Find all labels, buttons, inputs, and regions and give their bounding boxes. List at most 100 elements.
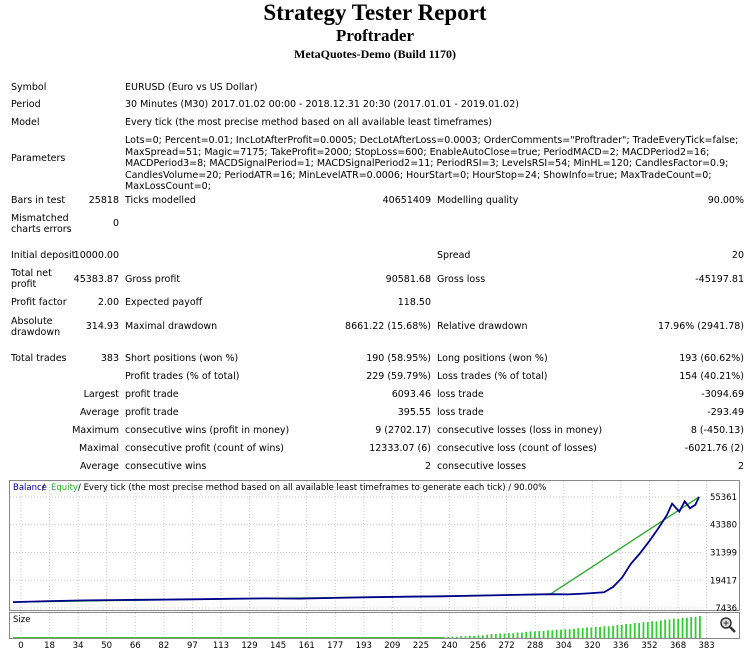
size-bar bbox=[664, 619, 667, 638]
size-bar bbox=[590, 627, 593, 638]
size-bar bbox=[512, 633, 515, 638]
largest-profit-label: profit trade bbox=[125, 389, 179, 400]
size-bar bbox=[677, 618, 680, 638]
size-bar bbox=[516, 632, 519, 638]
size-baseline bbox=[13, 637, 443, 638]
size-bar bbox=[646, 622, 649, 638]
size-bar bbox=[494, 634, 497, 638]
loss-trades-label: Loss trades (% of total) bbox=[437, 371, 548, 382]
y-tick-label: 43380 bbox=[710, 521, 737, 531]
maximal-cons-profit-value: 12333.07 (6) bbox=[369, 443, 431, 454]
profit-factor-value: 2.00 bbox=[97, 297, 119, 308]
size-bar bbox=[555, 629, 558, 638]
size-bar bbox=[638, 623, 641, 638]
gross-loss-label: Gross loss bbox=[437, 274, 486, 285]
size-bar bbox=[529, 631, 532, 638]
size-bar bbox=[651, 621, 654, 638]
balance-chart: Balance / Equity / Every tick (the most … bbox=[9, 480, 740, 650]
size-bar bbox=[499, 633, 502, 638]
average-loss-label: loss trade bbox=[437, 407, 484, 418]
profit-factor-label: Profit factor bbox=[11, 297, 67, 308]
avg-cons-wins-value: 2 bbox=[424, 461, 431, 472]
size-bar bbox=[568, 629, 571, 638]
parameters-label: Parameters bbox=[11, 153, 66, 164]
average-loss-value: -293.49 bbox=[707, 407, 744, 418]
size-bar bbox=[486, 634, 489, 638]
symbol-label: Symbol bbox=[11, 82, 47, 93]
max-cons-wins-value: 9 (2702.17) bbox=[375, 425, 431, 436]
maximum-label: Maximum bbox=[72, 425, 119, 436]
ticks-value: 40651409 bbox=[382, 195, 431, 206]
size-bar bbox=[534, 631, 536, 638]
max-cons-losses-value: 8 (-450.13) bbox=[690, 425, 744, 436]
parameters-value: Lots=0; Percent=0.01; IncLotAfterProfit=… bbox=[125, 135, 739, 192]
payoff-label: Expected payoff bbox=[125, 297, 203, 308]
size-bar bbox=[642, 622, 645, 638]
size-bar bbox=[481, 635, 484, 638]
size-bar bbox=[699, 616, 701, 638]
main-chart-frame bbox=[9, 480, 740, 611]
size-bar bbox=[672, 618, 675, 638]
magnifier-icon[interactable] bbox=[720, 617, 736, 633]
x-tick-label: 240 bbox=[441, 641, 457, 650]
size-bar bbox=[586, 627, 588, 638]
x-tick-label: 50 bbox=[101, 641, 112, 650]
legend-equity: Equity bbox=[51, 483, 78, 493]
largest-profit-value: 6093.46 bbox=[391, 389, 431, 400]
gross-profit-value: 90581.68 bbox=[385, 274, 431, 285]
size-bar bbox=[668, 619, 671, 638]
x-tick-label: 256 bbox=[470, 641, 486, 650]
maximal-cons-loss-label: consecutive loss (count of losses) bbox=[437, 443, 597, 454]
size-bar bbox=[521, 632, 523, 638]
x-tick-label: 336 bbox=[613, 641, 629, 650]
size-bar bbox=[473, 635, 476, 638]
size-bar bbox=[573, 628, 575, 638]
average2-label: Average bbox=[79, 461, 119, 472]
bars-value: 25818 bbox=[88, 195, 119, 206]
x-tick-label: 161 bbox=[299, 641, 315, 650]
abs-dd-value: 314.93 bbox=[85, 321, 119, 332]
size-bar bbox=[460, 636, 463, 638]
spread-value: 20 bbox=[731, 250, 744, 261]
mismatch-label-1: Mismatched bbox=[11, 213, 69, 224]
ticks-label: Ticks modelled bbox=[125, 195, 196, 206]
loss-trades-value: 154 (40.21%) bbox=[679, 371, 744, 382]
average-label: Average bbox=[79, 407, 119, 418]
rel-dd-label: Relative drawdown bbox=[437, 321, 528, 332]
x-tick-label: 352 bbox=[641, 641, 657, 650]
x-tick-label: 145 bbox=[270, 641, 286, 650]
net-label-2: profit bbox=[11, 279, 37, 290]
report-build: MetaQuotes-Demo (Build 1170) bbox=[294, 47, 456, 61]
size-bar bbox=[451, 636, 454, 638]
x-tick-label: 383 bbox=[698, 641, 714, 650]
largest-loss-label: loss trade bbox=[437, 389, 484, 400]
abs-dd-label-2: drawdown bbox=[11, 327, 61, 338]
size-bar bbox=[685, 617, 688, 638]
size-bar bbox=[577, 628, 580, 638]
size-bar bbox=[612, 625, 614, 638]
size-bar bbox=[625, 623, 627, 638]
deposit-value: 10000.00 bbox=[73, 250, 119, 261]
avg-cons-losses-value: 2 bbox=[737, 461, 744, 472]
short-value: 190 (58.95%) bbox=[366, 353, 431, 364]
x-tick-label: 368 bbox=[670, 641, 686, 650]
size-bar bbox=[525, 631, 528, 638]
quality-label: Modelling quality bbox=[437, 195, 519, 206]
max-dd-value: 8661.22 (15.68%) bbox=[345, 321, 431, 332]
maximal-cons-profit-label: consecutive profit (count of wins) bbox=[125, 443, 285, 454]
size-bar bbox=[681, 617, 684, 638]
size-bar bbox=[655, 621, 658, 638]
chart-description: / Every tick (the most precise method ba… bbox=[78, 483, 546, 493]
size-bar bbox=[603, 626, 606, 638]
x-tick-label: 18 bbox=[44, 641, 55, 650]
legend-sep: / bbox=[42, 483, 45, 493]
max-cons-wins-label: consecutive wins (profit in money) bbox=[125, 425, 290, 436]
size-bar bbox=[594, 627, 597, 638]
short-label: Short positions (won %) bbox=[125, 353, 239, 364]
net-value: 45383.87 bbox=[73, 274, 119, 285]
size-bar bbox=[659, 620, 662, 638]
largest-label: Largest bbox=[83, 389, 119, 400]
size-bar bbox=[629, 623, 632, 638]
average-profit-value: 395.55 bbox=[397, 407, 431, 418]
size-bar bbox=[620, 624, 623, 638]
